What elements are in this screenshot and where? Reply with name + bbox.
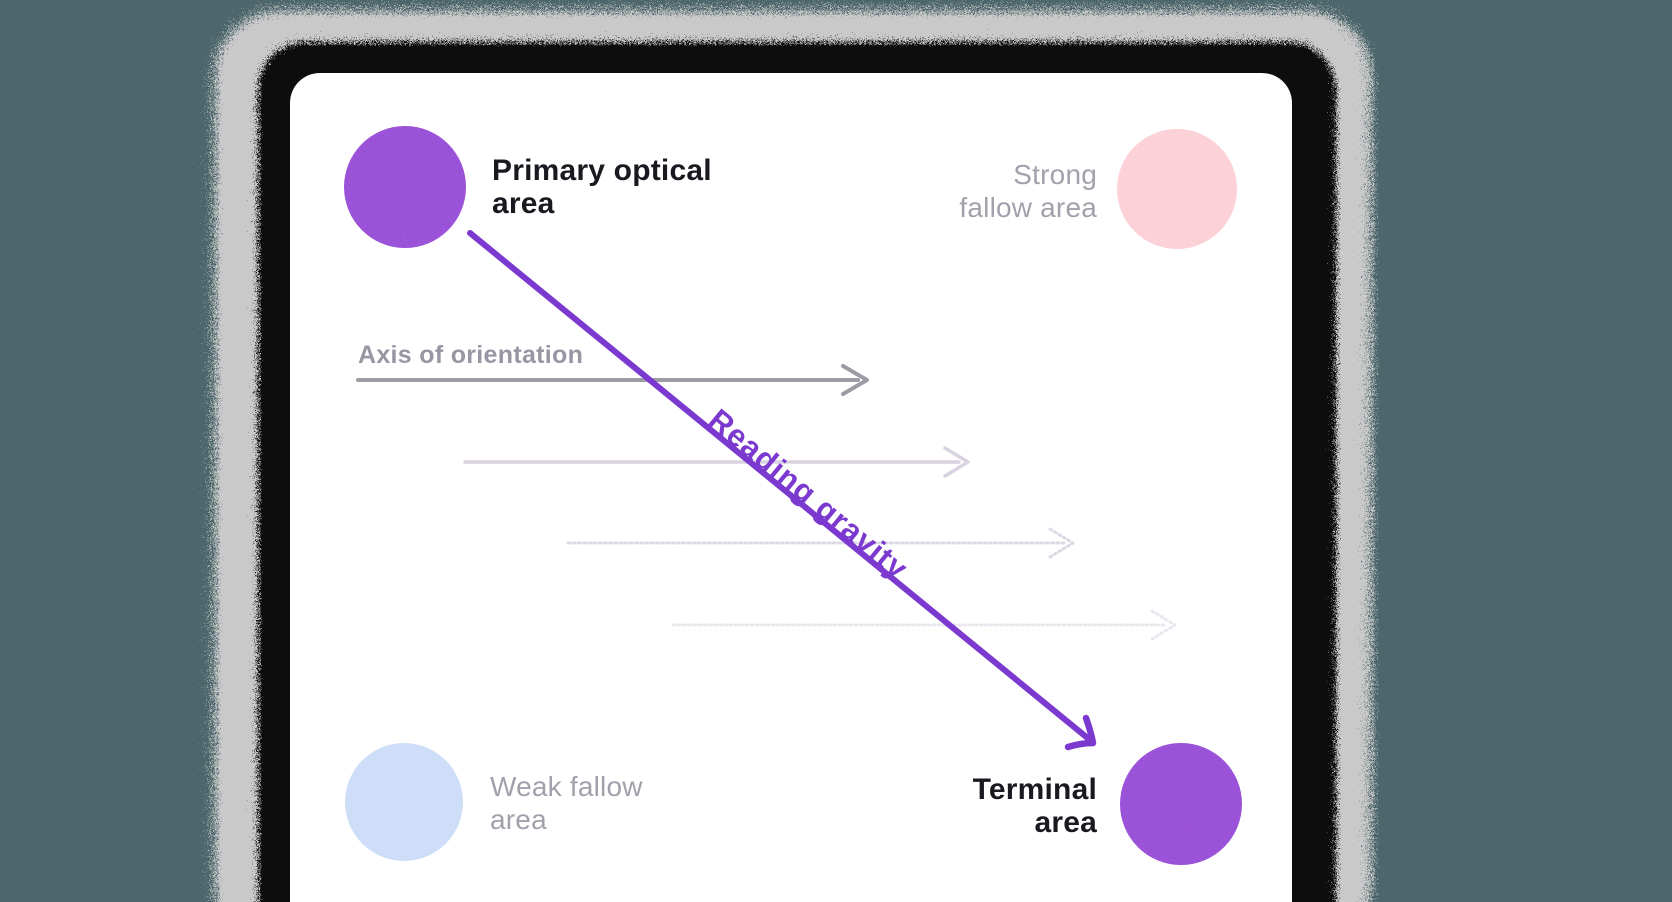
primary-optical-area-label: Primary optical area [492, 154, 712, 220]
label-line-1: Strong [1013, 159, 1097, 190]
label-line-2: area [492, 187, 555, 220]
strong-fallow-circle [1117, 129, 1237, 249]
reading-gravity-arrow-shaft [467, 230, 1093, 743]
axis-arrow-4-head [1150, 609, 1177, 641]
reading-gravity-arrowhead [1064, 714, 1097, 751]
terminal-circle [1120, 743, 1242, 865]
weak-fallow-circle [345, 743, 463, 861]
label-line-1: Primary optical [492, 154, 712, 187]
axis-arrow-2-head [943, 446, 970, 478]
diagram-canvas [344, 126, 1242, 865]
axis-arrow-1-head [841, 364, 869, 396]
axis-arrow-3-head [1048, 527, 1075, 559]
label-line-2: fallow area [959, 192, 1097, 223]
axis-of-orientation-label: Axis of orientation [358, 341, 584, 369]
label-line-2: area [490, 804, 547, 835]
terminal-area-label: Terminal area [973, 773, 1097, 839]
label-line-1: Terminal [972, 773, 1097, 806]
label-line-1: Weak fallow [490, 771, 643, 802]
primary-optical-circle [344, 126, 466, 248]
strong-fallow-area-label: Strong fallow area [959, 158, 1097, 224]
label-line-2: area [1034, 806, 1097, 839]
weak-fallow-area-label: Weak fallow area [490, 770, 643, 836]
